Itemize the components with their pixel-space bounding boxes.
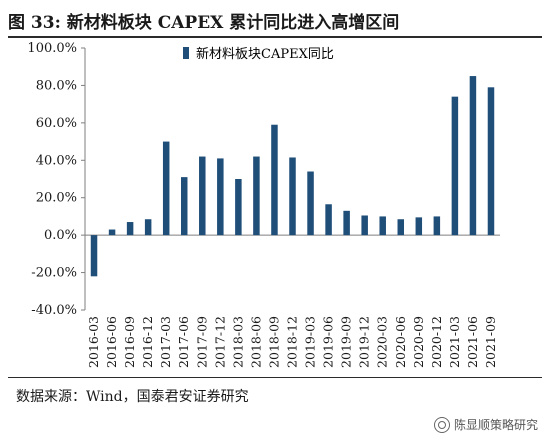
y-tick-label: 0.0% bbox=[44, 228, 77, 243]
bar bbox=[90, 235, 98, 277]
y-tick-label: -20.0% bbox=[31, 266, 77, 281]
bar bbox=[487, 87, 495, 236]
legend-swatch bbox=[183, 47, 189, 59]
bar bbox=[199, 156, 206, 236]
y-tick-label: 20.0% bbox=[36, 191, 77, 206]
wechat-icon bbox=[433, 417, 450, 433]
x-tick-label: 2016-06 bbox=[104, 316, 119, 368]
x-tick-label: 2016-03 bbox=[86, 316, 101, 368]
chart-title: 图 33: 新材料板块 CAPEX 累计同比进入高增区间 bbox=[8, 13, 400, 33]
y-tick-label: -40.0% bbox=[31, 303, 77, 318]
x-tick-label: 2019-09 bbox=[339, 316, 354, 368]
x-tick-label: 2019-12 bbox=[357, 316, 372, 368]
bar bbox=[433, 216, 441, 236]
source-note: 数据来源：Wind，国泰君安证券研究 bbox=[16, 389, 249, 405]
bar bbox=[108, 229, 116, 236]
x-tick-label: 2018-03 bbox=[230, 316, 245, 368]
footer-divider bbox=[8, 377, 542, 378]
y-tick-label: 100.0% bbox=[27, 41, 77, 56]
x-tick-label: 2018-09 bbox=[266, 316, 281, 368]
bar bbox=[126, 222, 134, 236]
x-tick-label: 2020-12 bbox=[429, 316, 444, 368]
bar bbox=[289, 157, 296, 236]
bar bbox=[180, 177, 188, 236]
x-tick-label: 2020-03 bbox=[375, 316, 390, 368]
bar bbox=[144, 219, 152, 236]
bar-chart: 新材料板块CAPEX同比 -40.0% -20.0% 0.0% 20.0% 40.0% 6… bbox=[27, 41, 500, 368]
bar bbox=[361, 215, 368, 236]
watermark-label: 陈显顺策略研究 bbox=[453, 417, 538, 432]
bars bbox=[90, 76, 495, 277]
x-tick-label: 2018-06 bbox=[248, 316, 263, 368]
x-tick-label: 2016-12 bbox=[140, 316, 155, 368]
x-tick-label: 2021-06 bbox=[465, 316, 480, 368]
x-tick-label: 2019-06 bbox=[321, 316, 336, 368]
bar bbox=[415, 217, 423, 236]
bar bbox=[271, 124, 278, 236]
y-axis: -40.0% -20.0% 0.0% 20.0% 40.0% 60.0% 80.0% 100.… bbox=[27, 41, 500, 318]
y-tick-label: 80.0% bbox=[36, 78, 77, 93]
bar bbox=[397, 219, 405, 236]
bar bbox=[469, 76, 477, 236]
x-axis: 2016-03 2016-06 2016-09 2016-12 2017-03 2017-… bbox=[86, 316, 498, 368]
bar bbox=[451, 96, 459, 236]
bar bbox=[379, 216, 386, 236]
legend: 新材料板块CAPEX同比 bbox=[183, 46, 334, 62]
bar bbox=[253, 156, 260, 236]
x-tick-label: 2019-03 bbox=[303, 316, 318, 368]
y-tick-label: 40.0% bbox=[36, 153, 77, 168]
bar bbox=[217, 158, 224, 236]
x-tick-label: 2021-03 bbox=[447, 316, 462, 368]
x-tick-label: 2017-06 bbox=[176, 316, 191, 368]
x-tick-label: 2020-06 bbox=[393, 316, 408, 368]
bar bbox=[235, 179, 242, 236]
y-tick-label: 60.0% bbox=[36, 116, 77, 131]
x-tick-label: 2017-09 bbox=[194, 316, 209, 368]
x-tick-label: 2017-12 bbox=[212, 316, 227, 368]
x-tick-label: 2020-09 bbox=[411, 316, 426, 368]
bar bbox=[307, 171, 314, 236]
bar bbox=[325, 204, 332, 236]
title-divider bbox=[8, 36, 542, 38]
bar bbox=[343, 210, 350, 236]
x-tick-label: 2016-09 bbox=[122, 316, 137, 368]
legend-label: 新材料板块CAPEX同比 bbox=[196, 46, 334, 62]
watermark: 陈显顺策略研究 bbox=[433, 416, 538, 433]
x-tick-label: 2021-09 bbox=[483, 316, 498, 368]
bar bbox=[162, 141, 170, 236]
x-tick-label: 2018-12 bbox=[285, 316, 300, 368]
x-tick-label: 2017-03 bbox=[158, 316, 173, 368]
